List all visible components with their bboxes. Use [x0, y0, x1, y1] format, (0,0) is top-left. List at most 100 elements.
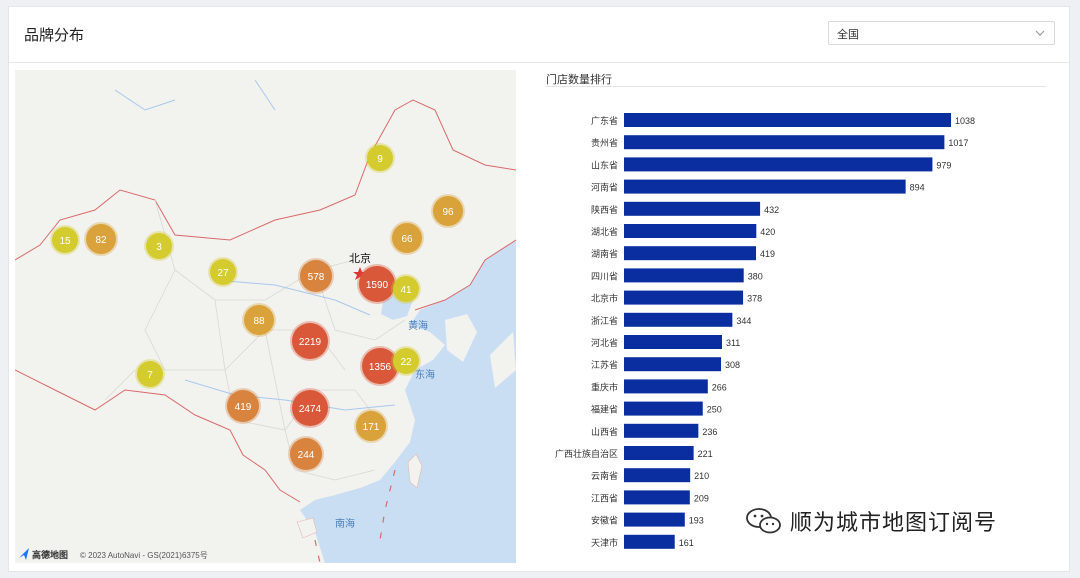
- ranking-bar[interactable]: [624, 290, 744, 305]
- bar-value-label: 311: [726, 338, 740, 348]
- national-border: [15, 99, 516, 503]
- bar-category-label: 北京市: [591, 293, 618, 304]
- amap-logo-text: 高德地图: [32, 549, 68, 560]
- map-cluster-marker[interactable]: 82: [84, 222, 118, 256]
- bar-category-label: 湖北省: [591, 226, 618, 237]
- map-cluster-marker[interactable]: 22: [391, 346, 421, 376]
- map-cluster-marker[interactable]: 27: [208, 257, 238, 287]
- ranking-bar[interactable]: [624, 446, 694, 460]
- bar-value-label: 420: [760, 227, 775, 237]
- cluster-circle: [359, 266, 395, 302]
- page-title: 品牌分布: [24, 26, 85, 44]
- cluster-circle: [210, 259, 236, 285]
- cluster-circle: [433, 196, 463, 226]
- store-map[interactable]: 北京 黄海 东海 南海 9 96 15 82 3 66 27 578 1590 41 88 2219 1…: [15, 70, 516, 563]
- ranking-bar[interactable]: [624, 534, 675, 549]
- ranking-bar[interactable]: [624, 512, 685, 527]
- bar-category-label: 山西省: [591, 426, 618, 437]
- ranking-bar[interactable]: [624, 357, 722, 372]
- bar-value-label: 193: [689, 516, 704, 526]
- cluster-count-label: 244: [298, 450, 315, 461]
- watermark-text: 顺为城市地图订阅号: [790, 511, 998, 536]
- bar-value-label: 432: [764, 205, 779, 215]
- bar-category-label: 安徽省: [591, 515, 618, 526]
- map-cluster-marker[interactable]: 41: [391, 274, 421, 304]
- ranking-bar[interactable]: [624, 312, 733, 327]
- map-attribution: © 2023 AutoNavi - GS(2021)6375号: [80, 551, 208, 560]
- cluster-circle: [356, 411, 386, 441]
- map-cluster-marker[interactable]: 171: [354, 409, 388, 443]
- bar-value-label: 266: [712, 382, 727, 392]
- watermark: 顺为城市地图订阅号: [744, 505, 997, 537]
- map-cluster-marker[interactable]: 578: [298, 258, 334, 294]
- ranking-title: 门店数量排行: [546, 73, 612, 86]
- taiwan-island: [407, 453, 423, 489]
- bar-value-label: 308: [725, 360, 740, 370]
- region-select[interactable]: 全国: [828, 21, 1055, 45]
- cluster-circle: [292, 323, 328, 359]
- map-cluster-marker[interactable]: 244: [288, 436, 324, 472]
- ranking-bar[interactable]: [624, 201, 761, 216]
- map-cluster-marker[interactable]: 2219: [290, 321, 330, 361]
- ranking-bar[interactable]: [624, 490, 690, 505]
- map-cluster-marker[interactable]: 419: [225, 388, 261, 424]
- cluster-count-label: 9: [377, 154, 383, 165]
- bar-value-label: 419: [760, 249, 775, 259]
- ranking-bar[interactable]: [624, 335, 722, 349]
- ranking-bar[interactable]: [624, 379, 708, 394]
- ranking-bar[interactable]: [624, 157, 933, 172]
- bar-category-label: 福建省: [591, 404, 618, 415]
- ranking-bar[interactable]: [624, 401, 703, 416]
- map-cluster-marker[interactable]: 9: [365, 143, 395, 173]
- cluster-circle: [367, 145, 393, 171]
- card-header: 品牌分布 全国: [9, 7, 1069, 63]
- amap-logo-icon: [19, 548, 29, 560]
- bar-category-label: 云南省: [591, 470, 618, 481]
- ranking-bar[interactable]: [624, 113, 951, 127]
- ranking-bar[interactable]: [624, 179, 906, 194]
- bar-category-label: 河南省: [591, 182, 618, 193]
- ranking-bar[interactable]: [624, 423, 699, 438]
- bar-value-label: 221: [698, 449, 713, 459]
- bar-category-label: 广西壮族自治区: [555, 448, 618, 459]
- ranking-bar[interactable]: [624, 468, 691, 483]
- cluster-count-label: 578: [308, 272, 325, 283]
- bar-category-label: 河北省: [591, 337, 618, 348]
- ranking-bar[interactable]: [624, 268, 744, 283]
- map-cluster-marker[interactable]: 2474: [290, 388, 330, 428]
- cluster-circle: [290, 438, 322, 470]
- river-lines: [114, 79, 396, 411]
- bar-value-label: 236: [702, 427, 717, 437]
- bar-category-label: 贵州省: [591, 137, 618, 148]
- bar-category-label: 广东省: [591, 115, 618, 126]
- map-cluster-marker[interactable]: 96: [431, 194, 465, 228]
- bar-value-label: 378: [747, 294, 762, 304]
- cluster-count-label: 66: [401, 234, 413, 245]
- bar-value-label: 1038: [955, 116, 975, 126]
- cluster-count-label: 15: [59, 236, 71, 247]
- cluster-circle: [146, 233, 172, 259]
- bar-value-label: 380: [748, 271, 763, 281]
- map-cluster-marker[interactable]: 7: [135, 359, 165, 389]
- cluster-count-label: 22: [400, 357, 412, 368]
- bar-value-label: 209: [694, 493, 709, 503]
- cluster-circle: [362, 348, 398, 384]
- cluster-count-label: 7: [147, 370, 153, 381]
- store-ranking-chart: 广东省 1038 贵州省 1017 山东省 979 河南省 894 陕西省 432 湖北省 420 湖南…: [555, 113, 975, 549]
- map-cluster-marker[interactable]: 15: [50, 225, 80, 255]
- map-cluster-marker[interactable]: 66: [390, 221, 424, 255]
- cluster-count-label: 1590: [366, 280, 389, 291]
- map-cluster-marker[interactable]: 3: [144, 231, 174, 261]
- nine-dash-line: [314, 469, 396, 563]
- map-cluster-marker[interactable]: 1356: [360, 346, 400, 386]
- cluster-circle: [137, 361, 163, 387]
- bar-category-label: 陕西省: [591, 204, 618, 215]
- bar-value-label: 894: [910, 183, 925, 193]
- korea-japan: [445, 314, 516, 388]
- ranking-bar[interactable]: [624, 135, 945, 150]
- map-cluster-marker[interactable]: 88: [242, 303, 276, 337]
- map-cluster-marker[interactable]: 1590: [357, 264, 397, 304]
- ranking-bar[interactable]: [624, 246, 756, 261]
- cluster-count-label: 82: [95, 235, 107, 246]
- ranking-bar[interactable]: [624, 224, 757, 238]
